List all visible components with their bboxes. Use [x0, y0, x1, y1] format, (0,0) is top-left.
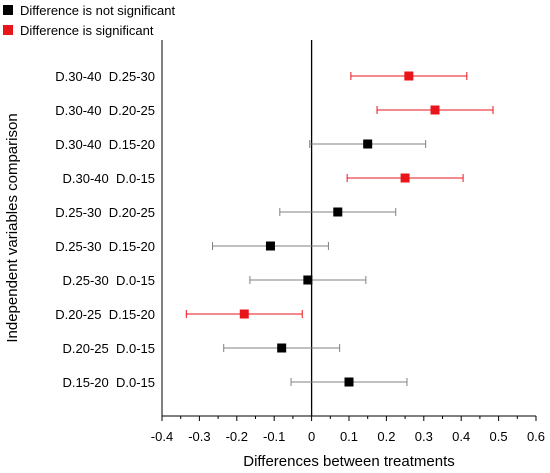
- y-axis-title: Independent variables comparison: [4, 113, 21, 342]
- point-marker-0: [404, 71, 414, 81]
- point-marker-4: [333, 207, 343, 217]
- point-marker-1: [430, 105, 440, 115]
- y-tick-label-1: D.30-40 D.20-25: [55, 103, 155, 118]
- y-tick-label-9: D.15-20 D.0-15: [63, 375, 156, 390]
- x-tick-label-9: 0.5: [490, 429, 508, 444]
- y-tick-label-3: D.30-40 D.0-15: [63, 171, 156, 186]
- x-tick-label-1: -0.3: [188, 429, 210, 444]
- point-marker-5: [265, 241, 275, 251]
- point-marker-7: [239, 309, 249, 319]
- y-tick-label-0: D.30-40 D.25-30: [55, 69, 155, 84]
- legend: Difference is not significant Difference …: [3, 3, 176, 38]
- x-axis-title: Differences between treatments: [243, 453, 455, 470]
- x-tick-label-4: 0: [308, 429, 315, 444]
- x-axis: -0.4 -0.3 -0.2 -0.1 0 0.1 0.2 0.3 0.4 0.5 0.6: [151, 40, 545, 444]
- legend-label-0: Difference is not significant: [20, 3, 176, 18]
- point-marker-8: [277, 343, 287, 353]
- y-tick-label-4: D.25-30 D.20-25: [55, 205, 155, 220]
- legend-label-1: Difference is significant: [20, 23, 154, 38]
- point-marker-6: [303, 275, 313, 285]
- y-tick-label-6: D.25-30 D.0-15: [63, 273, 156, 288]
- x-tick-label-2: -0.2: [226, 429, 248, 444]
- y-tick-label-7: D.20-25 D.15-20: [55, 307, 155, 322]
- y-tick-label-5: D.25-30 D.15-20: [55, 239, 155, 254]
- x-tick-label-3: -0.1: [263, 429, 285, 444]
- point-marker-9: [344, 377, 354, 387]
- legend-marker-0: [3, 5, 13, 15]
- legend-marker-1: [3, 25, 13, 35]
- x-tick-label-7: 0.3: [415, 429, 433, 444]
- x-tick-label-5: 0.1: [340, 429, 358, 444]
- x-tick-label-8: 0.4: [452, 429, 470, 444]
- y-axis-labels: D.30-40 D.25-30 D.30-40 D.20-25 D.30-40 D.…: [55, 69, 155, 390]
- x-tick-label-10: 0.6: [527, 429, 545, 444]
- y-tick-label-8: D.20-25 D.0-15: [63, 341, 156, 356]
- x-tick-label-6: 0.2: [377, 429, 395, 444]
- point-marker-3: [400, 173, 410, 183]
- x-tick-label-0: -0.4: [151, 429, 173, 444]
- y-tick-label-2: D.30-40 D.15-20: [55, 137, 155, 152]
- point-marker-2: [363, 139, 373, 149]
- plot-area: [185, 40, 494, 416]
